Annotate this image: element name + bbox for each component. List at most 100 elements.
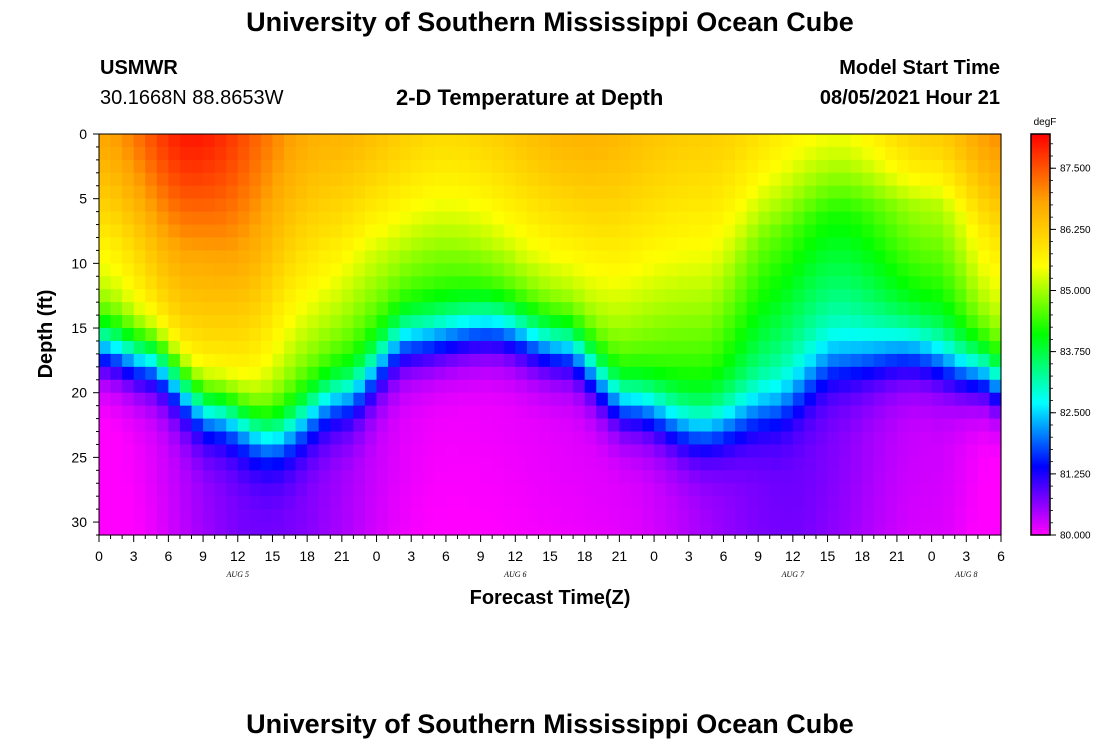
heatmap-cell — [700, 470, 713, 484]
heatmap-cell — [943, 379, 956, 394]
heatmap-cell — [249, 263, 262, 277]
heatmap-cell — [920, 198, 933, 213]
heatmap-cell — [249, 522, 262, 536]
heatmap-cell — [515, 315, 528, 329]
heatmap-cell — [295, 146, 308, 161]
heatmap-cell — [735, 276, 748, 290]
heatmap-cell — [110, 146, 123, 161]
heatmap-cell — [399, 172, 412, 187]
heatmap-cell — [226, 405, 239, 420]
heatmap-cell — [411, 340, 424, 355]
heatmap-cell — [411, 250, 424, 264]
heatmap-cell — [480, 237, 493, 252]
heatmap-cell — [515, 392, 528, 407]
heatmap-cell — [769, 483, 782, 497]
heatmap-cell — [133, 289, 146, 303]
heatmap-cell — [758, 276, 771, 290]
heatmap-cell — [769, 315, 782, 329]
colorbar-unit: degF — [1034, 117, 1057, 128]
heatmap-cell — [735, 328, 748, 342]
heatmap-cell — [700, 211, 713, 226]
heatmap-cell — [815, 405, 829, 420]
heatmap-cell — [815, 289, 829, 303]
heatmap-cell — [492, 496, 505, 510]
heatmap-cell — [688, 211, 701, 226]
heatmap-cell — [133, 146, 146, 161]
heatmap-cell — [746, 457, 759, 471]
heatmap-cell — [226, 431, 239, 446]
heatmap-cell — [364, 444, 378, 458]
heatmap-cell — [966, 146, 979, 161]
heatmap-cell — [99, 405, 112, 420]
heatmap-cell — [839, 418, 852, 433]
heatmap-cell — [896, 302, 910, 316]
heatmap-cell — [156, 134, 169, 148]
heatmap-cell — [815, 172, 829, 187]
heatmap-cell — [434, 353, 447, 368]
heatmap-cell — [330, 250, 343, 264]
heatmap-cell — [723, 392, 736, 407]
heatmap-cell — [584, 315, 597, 329]
heatmap-cell — [700, 496, 713, 510]
heatmap-cell — [434, 431, 447, 446]
heatmap-cell — [422, 431, 435, 446]
heatmap-cell — [249, 198, 262, 213]
heatmap-cell — [422, 392, 435, 407]
heatmap-cell — [850, 353, 863, 368]
heatmap-cell — [503, 172, 516, 187]
heatmap-cell — [480, 328, 493, 342]
heatmap-cell — [364, 185, 378, 200]
heatmap-cell — [434, 224, 447, 239]
heatmap-cell — [399, 353, 412, 368]
heatmap-cell — [364, 146, 378, 161]
heatmap-cell — [203, 509, 216, 523]
heatmap-cell — [885, 444, 898, 458]
heatmap-cell — [723, 263, 736, 277]
heatmap-cell — [908, 509, 921, 523]
heatmap-cell — [237, 159, 250, 174]
heatmap-cell — [307, 250, 320, 264]
heatmap-cell — [711, 431, 725, 446]
heatmap-cell — [260, 405, 274, 420]
heatmap-cell — [665, 211, 678, 226]
heatmap-cell — [966, 328, 979, 342]
heatmap-cell — [272, 224, 285, 239]
heatmap-cell — [943, 483, 956, 497]
heatmap-cell — [376, 522, 389, 536]
heatmap-cell — [110, 392, 123, 407]
heatmap-cell — [434, 340, 447, 355]
heatmap-cell — [862, 353, 875, 368]
heatmap-cell — [145, 496, 158, 510]
heatmap-cell — [526, 185, 540, 200]
colorbar-tick-label: 81.250 — [1060, 469, 1091, 480]
heatmap-cell — [989, 392, 1002, 407]
heatmap-cell — [249, 418, 262, 433]
heatmap-cell — [191, 315, 204, 329]
heatmap-cell — [746, 250, 759, 264]
heatmap-cell — [191, 496, 204, 510]
heatmap-cell — [792, 444, 806, 458]
heatmap-cell — [908, 483, 921, 497]
heatmap-cell — [492, 263, 505, 277]
heatmap-cell — [388, 211, 401, 226]
heatmap-cell — [203, 172, 216, 187]
heatmap-cell — [341, 392, 355, 407]
heatmap-cell — [839, 340, 852, 355]
heatmap-cell — [850, 276, 863, 290]
heatmap-cell — [677, 134, 690, 148]
heatmap-cell — [260, 522, 274, 536]
heatmap-cell — [665, 198, 678, 213]
heatmap-cell — [284, 444, 297, 458]
heatmap-cell — [920, 457, 933, 471]
heatmap-cell — [920, 392, 933, 407]
heatmap-cell — [966, 470, 979, 484]
heatmap-cell — [677, 366, 690, 381]
heatmap-cell — [226, 172, 239, 187]
heatmap-cell — [700, 302, 713, 316]
heatmap-cell — [179, 418, 193, 433]
heatmap-cell — [260, 172, 274, 187]
heatmap-cell — [260, 250, 274, 264]
heatmap-cell — [122, 353, 135, 368]
heatmap-cell — [954, 172, 967, 187]
heatmap-cell — [804, 315, 817, 329]
